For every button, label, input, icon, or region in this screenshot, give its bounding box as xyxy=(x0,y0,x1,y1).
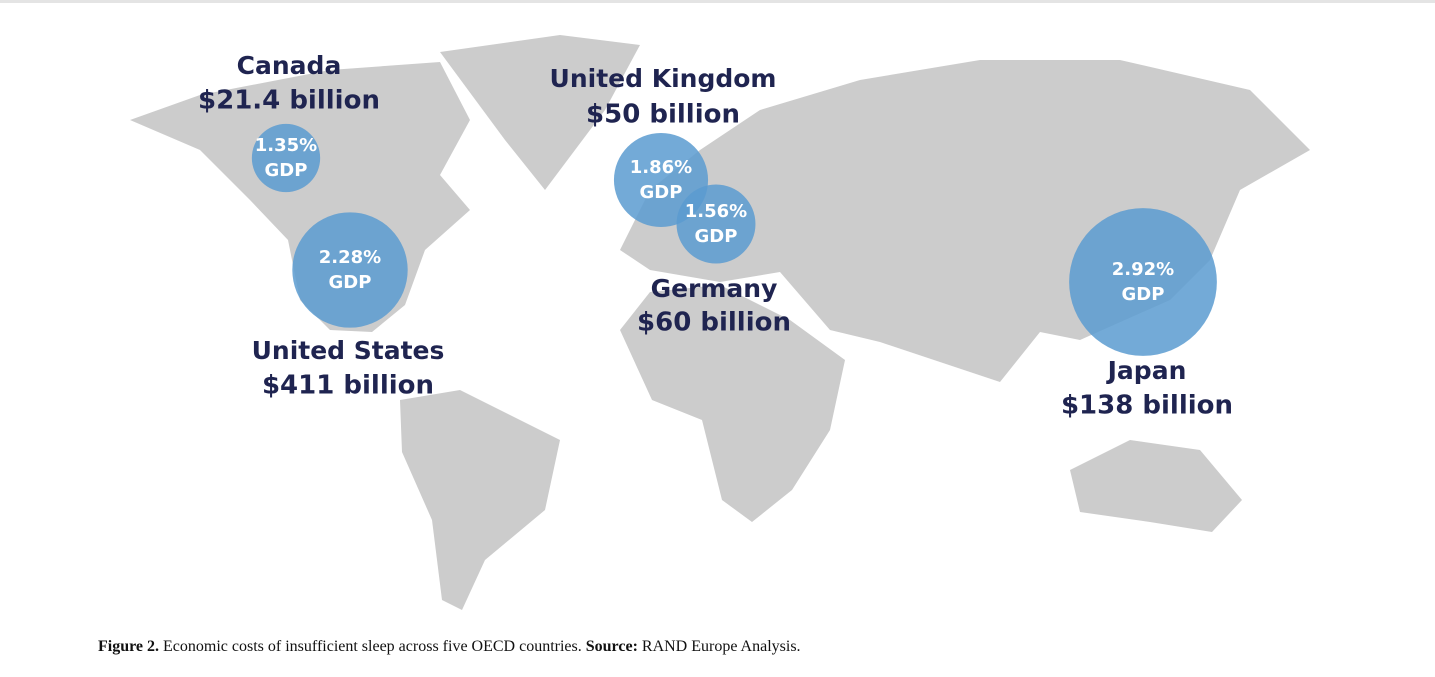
share-label: 1.86% xyxy=(630,157,692,178)
top-border xyxy=(0,0,1435,3)
share-unit: GDP xyxy=(329,272,372,293)
markers: 1.35% GDP Canada $21.4 billion 2.28% GDP Unite… xyxy=(198,51,1233,421)
africa xyxy=(620,285,845,522)
share-unit: GDP xyxy=(695,226,738,247)
source: RAND Europe Analysis. xyxy=(641,638,801,655)
bubble xyxy=(251,123,321,193)
bubble xyxy=(676,184,756,264)
share-unit: GDP xyxy=(265,160,308,181)
share-label: 1.35% xyxy=(255,135,317,156)
country-name: Japan xyxy=(1106,356,1187,385)
country-cost: $138 billion xyxy=(1061,391,1233,421)
source-label: Source: xyxy=(585,638,638,655)
figure-label: Figure 2. xyxy=(98,638,160,655)
country-name: Germany xyxy=(651,274,778,303)
bubble xyxy=(1069,208,1217,356)
country-cost: $50 billion xyxy=(586,100,740,130)
caption: Figure 2. Economic costs of insufficient… xyxy=(98,638,801,656)
share-unit: GDP xyxy=(640,182,683,203)
caption-text: Economic costs of insufficient sleep acr… xyxy=(163,638,582,655)
country-name: Canada xyxy=(237,51,342,80)
country-name: United Kingdom xyxy=(550,64,777,93)
bubble xyxy=(292,212,408,328)
share-label: 2.92% xyxy=(1112,259,1174,280)
share-label: 2.28% xyxy=(319,247,381,268)
country-cost: $60 billion xyxy=(637,308,791,338)
country-cost: $21.4 billion xyxy=(198,86,380,116)
country-cost: $411 billion xyxy=(262,371,434,401)
south-america xyxy=(400,390,560,610)
map: 1.35% GDP Canada $21.4 billion 2.28% GDP Unite… xyxy=(130,35,1310,610)
country-name: United States xyxy=(252,336,445,365)
greenland xyxy=(440,35,640,190)
australia xyxy=(1070,440,1242,532)
share-label: 1.56% xyxy=(685,201,747,222)
share-unit: GDP xyxy=(1122,284,1165,305)
